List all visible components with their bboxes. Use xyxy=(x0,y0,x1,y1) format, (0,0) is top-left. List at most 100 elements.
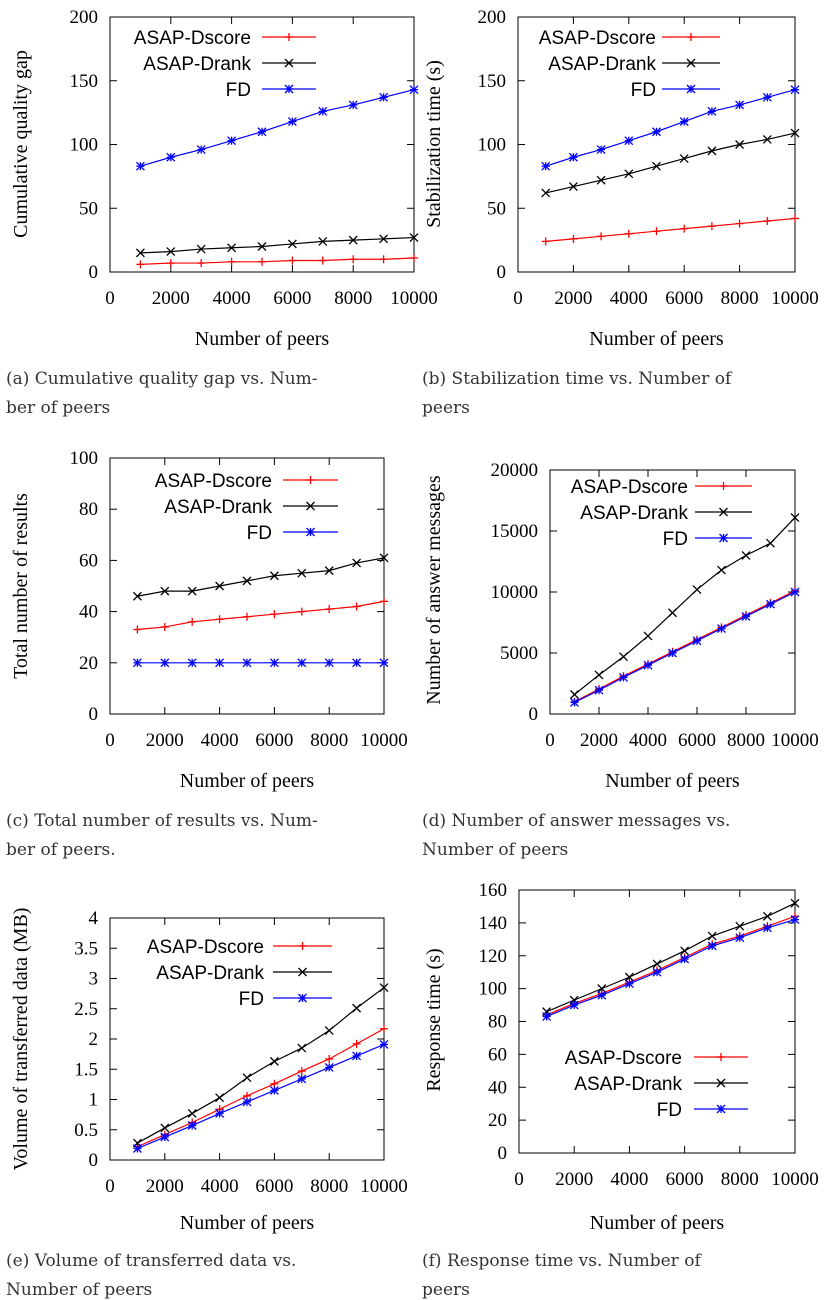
x-tick-label: 10000 xyxy=(390,288,438,309)
data-point xyxy=(568,182,578,192)
legend-label: ASAP-Dscore xyxy=(134,28,251,49)
legend-label: ASAP-Drank xyxy=(156,963,264,984)
y-axis-label: Number of answer messages xyxy=(423,475,445,705)
x-tick-label: 10000 xyxy=(771,1169,819,1190)
data-point xyxy=(652,127,661,137)
data-point xyxy=(215,615,224,624)
data-point xyxy=(735,140,745,149)
series-line-fd xyxy=(546,919,796,1018)
data-point xyxy=(197,259,206,268)
y-tick-label: 20000 xyxy=(491,460,539,481)
data-point xyxy=(379,983,389,993)
data-point xyxy=(692,585,702,595)
series-line-asap-drank xyxy=(137,557,385,597)
x-tick-label: 6000 xyxy=(255,1176,293,1197)
data-point xyxy=(324,658,334,668)
y-tick-label: 160 xyxy=(479,880,508,901)
legend-label: ASAP-Drank xyxy=(164,497,272,518)
y-axis-label: Volume of transferred data (MB) xyxy=(10,908,32,1171)
series-line-asap-dscore xyxy=(545,217,796,242)
x-tick-label: 10000 xyxy=(771,288,819,309)
legend-label: ASAP-Drank xyxy=(580,503,688,524)
plot-frame xyxy=(109,457,385,715)
y-tick-label: 3 xyxy=(89,969,99,990)
data-point xyxy=(379,255,388,264)
x-tick-label: 8000 xyxy=(334,288,372,309)
data-point xyxy=(569,234,578,243)
y-tick-label: 15000 xyxy=(491,521,539,542)
legend-label: ASAP-Drank xyxy=(548,54,656,75)
data-point xyxy=(652,959,662,969)
data-point xyxy=(349,255,358,264)
series-line-asap-dscore xyxy=(140,257,415,265)
data-point xyxy=(166,152,176,162)
data-point xyxy=(380,1024,388,1033)
data-point xyxy=(541,161,551,171)
x-tick-label: 2000 xyxy=(152,288,190,309)
data-point xyxy=(227,257,236,266)
data-point xyxy=(242,1073,252,1083)
caption-line: (f) Response time vs. Number of xyxy=(422,1251,702,1271)
legend-marker xyxy=(284,58,294,68)
data-point xyxy=(668,608,677,618)
data-point xyxy=(679,117,689,127)
data-point xyxy=(297,1067,306,1076)
data-point xyxy=(596,145,606,155)
data-point xyxy=(717,565,726,575)
data-point xyxy=(297,1074,307,1084)
data-point xyxy=(135,161,145,171)
data-point xyxy=(790,128,800,138)
y-tick-label: 2 xyxy=(89,1029,99,1050)
data-point xyxy=(541,237,550,246)
data-point xyxy=(352,1039,361,1048)
legend-marker xyxy=(285,33,293,41)
data-point xyxy=(135,248,145,258)
x-tick-label: 6000 xyxy=(678,730,716,751)
data-point xyxy=(352,1003,362,1013)
caption-line: peers xyxy=(422,398,470,418)
y-tick-label: 2.5 xyxy=(74,999,98,1020)
series-line-asap-drank xyxy=(140,236,415,254)
data-point xyxy=(318,236,328,246)
data-point xyxy=(680,224,689,233)
legend-marker xyxy=(716,1104,726,1114)
legend-marker xyxy=(306,476,315,484)
data-point xyxy=(160,1123,170,1133)
data-point xyxy=(652,161,661,171)
data-point xyxy=(624,136,634,146)
data-point xyxy=(790,513,800,523)
series-line-asap-drank xyxy=(546,902,796,1013)
data-point xyxy=(352,602,361,611)
y-axis-label: Stabilization time (s) xyxy=(423,60,445,228)
y-tick-label: 0.5 xyxy=(74,1120,98,1141)
y-tick-label: 200 xyxy=(478,7,507,28)
legend-marker xyxy=(298,993,307,1003)
x-tick-label: 2000 xyxy=(555,1169,593,1190)
data-point xyxy=(568,152,578,162)
series-line-asap-drank xyxy=(574,517,796,695)
data-point xyxy=(379,92,389,102)
data-point xyxy=(242,658,252,668)
series-line-asap-dscore xyxy=(574,590,796,703)
data-point xyxy=(297,658,307,668)
data-point xyxy=(707,146,717,156)
data-point xyxy=(680,954,690,964)
data-point xyxy=(624,229,633,238)
data-point xyxy=(594,685,604,695)
data-point xyxy=(352,558,362,568)
x-tick-label: 4000 xyxy=(629,730,667,751)
data-point xyxy=(215,658,225,668)
legend-label: FD xyxy=(239,989,264,1010)
y-tick-label: 3.5 xyxy=(74,938,98,959)
data-point xyxy=(324,566,334,576)
data-point xyxy=(409,233,419,243)
chart-3: 0 20 40 60 80 100 0 2000 4000 6000 8000 10000 Number… xyxy=(6,448,408,860)
series-line-fd xyxy=(574,591,796,703)
caption-line: Number of peers xyxy=(422,840,568,860)
legend-marker xyxy=(298,942,307,950)
data-point xyxy=(597,232,606,241)
data-point xyxy=(287,117,297,127)
y-tick-label: 0 xyxy=(89,262,99,283)
y-tick-label: 40 xyxy=(79,602,98,623)
y-tick-label: 0 xyxy=(498,1143,508,1164)
